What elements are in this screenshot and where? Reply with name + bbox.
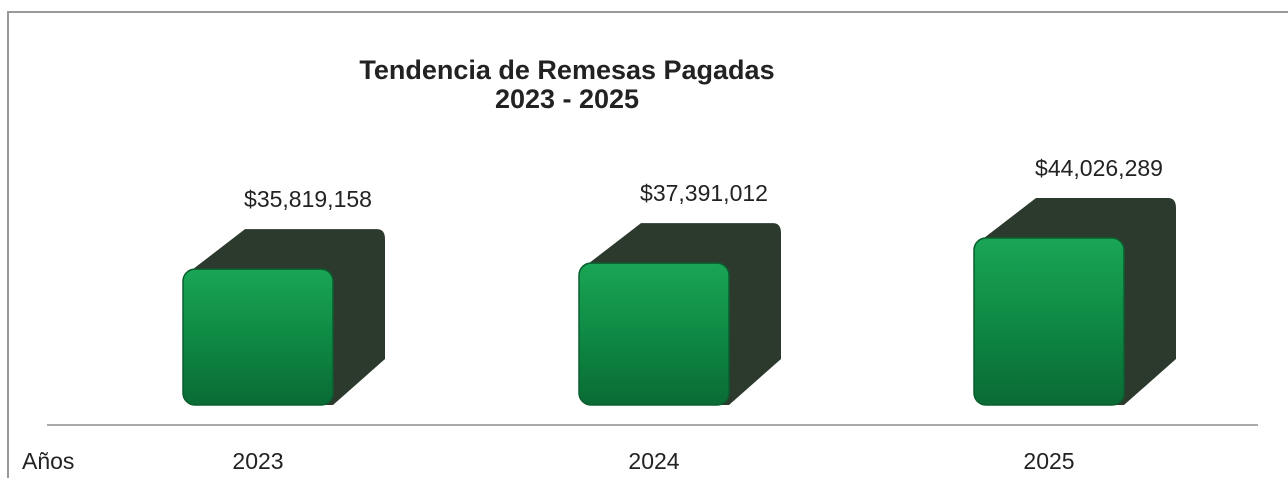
value-label: $37,391,012 (640, 180, 768, 206)
x-axis-label: Años (22, 448, 74, 474)
x-tick-label: 2025 (1023, 448, 1074, 474)
x-tick-label: 2024 (628, 448, 679, 474)
chart-subtitle: 2023 - 2025 (495, 84, 639, 114)
value-label: $35,819,158 (244, 186, 372, 212)
x-tick-label: 2023 (232, 448, 283, 474)
bar (182, 268, 334, 406)
frame (7, 11, 1288, 478)
value-label: $44,026,289 (1035, 155, 1163, 181)
chart-title: Tendencia de Remesas Pagadas (359, 55, 774, 85)
bar (578, 262, 730, 406)
bar (973, 237, 1125, 406)
